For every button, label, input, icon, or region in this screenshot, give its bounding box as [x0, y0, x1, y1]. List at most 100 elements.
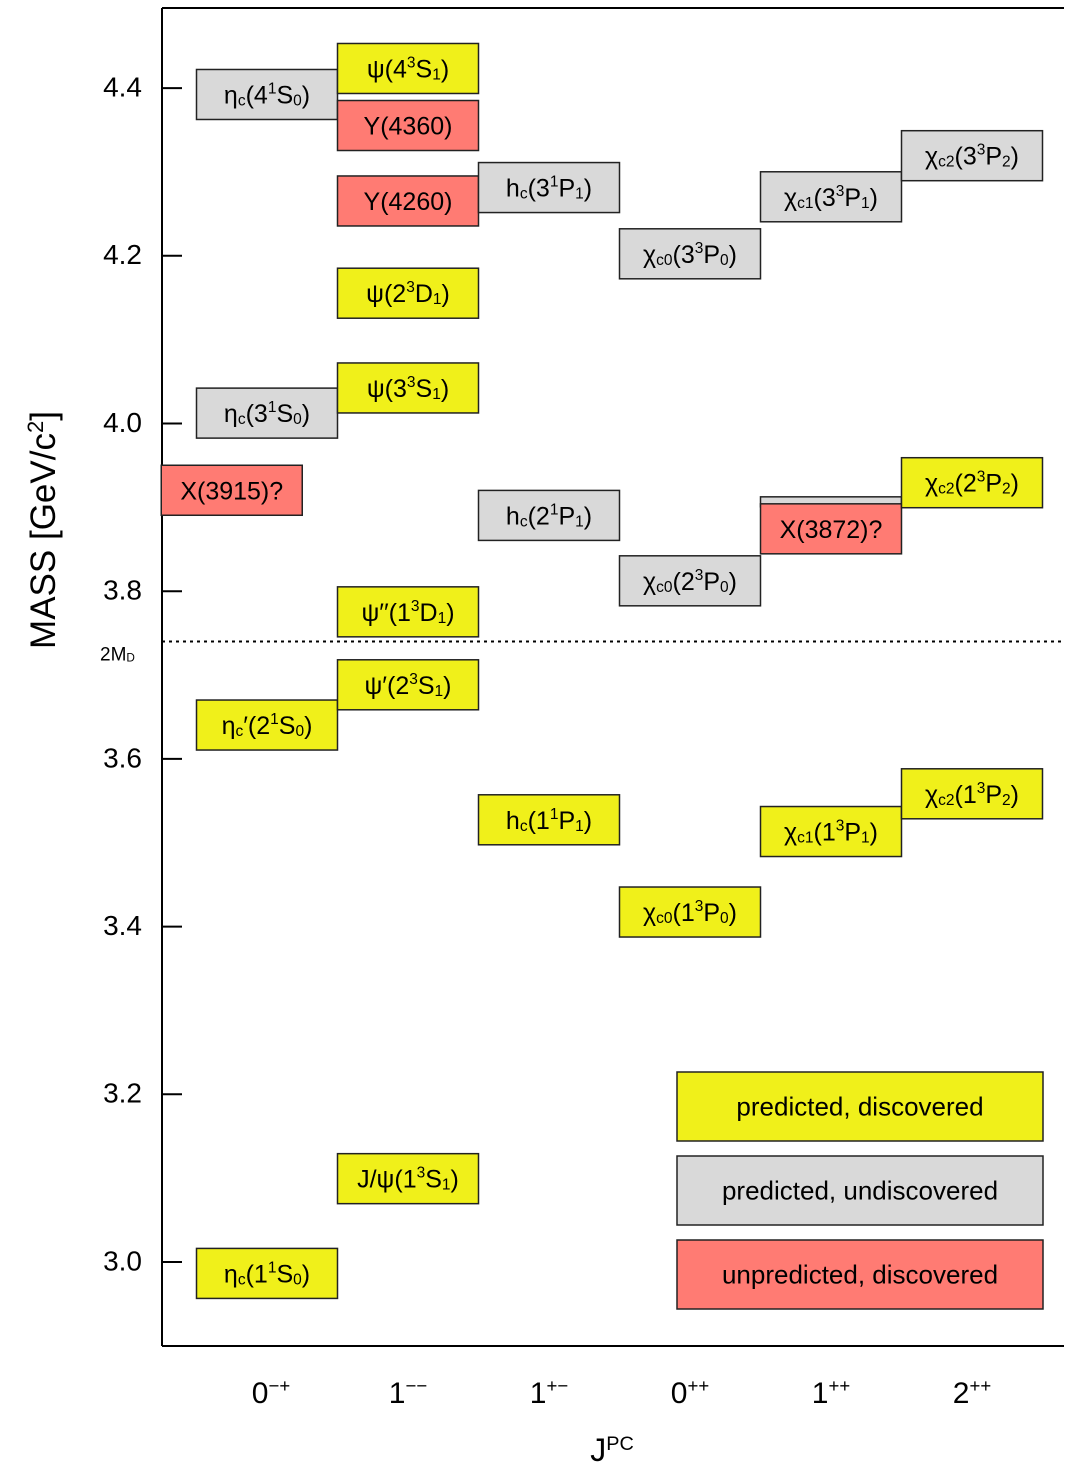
- state-box: [900, 456, 1044, 509]
- state-hc-3P: hc(31P1): [477, 161, 621, 214]
- state-chic2-2P: χc2(23P2): [900, 456, 1044, 509]
- state-label: hc(11P1): [506, 806, 592, 834]
- state-label: Y(4260): [364, 188, 453, 216]
- state-box: [195, 387, 339, 439]
- state-label: X(3915)?: [180, 477, 283, 505]
- state-box: [336, 586, 480, 638]
- state-etacp-2S: ηc′(21S0): [195, 699, 339, 751]
- state-label: χc0(13P0): [643, 898, 737, 926]
- state-label: hc(31P1): [506, 174, 592, 202]
- x-tick-label: 1++: [812, 1375, 850, 1410]
- x-tick-label: 2++: [953, 1375, 991, 1410]
- legend-label: unpredicted, discovered: [722, 1259, 998, 1289]
- state-label: χc0(23P0): [643, 567, 737, 595]
- state-hc-1P: hc(11P1): [477, 794, 621, 846]
- y-tick-label: 3.4: [103, 910, 142, 941]
- y-tick-label: 4.2: [103, 239, 142, 270]
- state-psipp-1D: ψ′′(13D1): [336, 586, 480, 638]
- state-box: [477, 489, 621, 542]
- state-box: [759, 805, 903, 858]
- legend: predicted, discovered predicted, undiscov…: [676, 1071, 1044, 1310]
- state-psi-3S: ψ(33S1): [336, 362, 480, 414]
- state-etac-4S: ηc(41S0): [195, 68, 339, 121]
- state-box: [195, 1247, 339, 1300]
- legend-label: predicted, discovered: [736, 1091, 983, 1121]
- state-label: ψ′(23S1): [364, 671, 451, 699]
- x-tick-label: 0−+: [252, 1375, 290, 1410]
- x-tick-label: 0++: [671, 1375, 709, 1410]
- state-label: X(3872)?: [780, 515, 883, 543]
- state-chic1-1P: χc1(13P1): [759, 805, 903, 858]
- state-box: [759, 171, 903, 223]
- axes: 3.0 3.2 3.4 3.6 3.8 4.0 4.2 4.4 MASS [GeV/c2] 0−+…: [23, 71, 991, 1468]
- state-Y4360: Y(4360): [336, 99, 480, 152]
- state-box: [336, 267, 480, 319]
- state-box: [336, 362, 480, 414]
- state-label: Y(4360): [364, 112, 453, 140]
- y-tick-label: 4.0: [103, 407, 142, 438]
- y-tick-label: 3.6: [103, 742, 142, 773]
- state-label: χc2(23P2): [925, 469, 1019, 497]
- y-tick-label: 4.4: [103, 71, 142, 102]
- legend-swatch: [676, 1071, 1044, 1142]
- state-chic2-3P: χc2(33P2): [900, 129, 1044, 182]
- state-label: ηc′(21S0): [222, 711, 313, 739]
- state-box: [900, 768, 1044, 820]
- state-etac-1S: ηc(11S0): [195, 1247, 339, 1300]
- state-box: [618, 886, 762, 938]
- state-box: [195, 68, 339, 121]
- legend-item-predicted-discovered: predicted, discovered: [676, 1071, 1044, 1142]
- threshold-label: 2MD: [100, 645, 135, 666]
- x-tick-label: 1−−: [389, 1375, 427, 1410]
- state-chic0-1P: χc0(13P0): [618, 886, 762, 938]
- legend-swatch: [676, 1239, 1044, 1310]
- state-box: [900, 129, 1044, 182]
- state-label: ηc(31S0): [224, 399, 310, 427]
- state-X3915: X(3915)?: [160, 464, 303, 517]
- y-tick-label: 3.2: [103, 1078, 142, 1109]
- state-box: [759, 503, 903, 555]
- threshold-layer: 2MD: [100, 640, 1064, 666]
- state-jpsi-1S: J/ψ(13S1): [336, 1152, 480, 1205]
- state-label: ψ(23D1): [366, 280, 450, 308]
- legend-label: predicted, undiscovered: [722, 1175, 998, 1205]
- y-tick-label: 3.8: [103, 575, 142, 606]
- state-Y4260: Y(4260): [336, 175, 480, 227]
- state-chic1-3P: χc1(33P1): [759, 171, 903, 223]
- state-X3872: X(3872)?: [759, 503, 903, 555]
- x-axis-label: JPC: [590, 1432, 634, 1468]
- y-tick-label: 3.0: [103, 1245, 142, 1276]
- y-axis-label: MASS [GeV/c2]: [23, 411, 63, 649]
- state-psi-2D: ψ(23D1): [336, 267, 480, 319]
- state-label: ψ(33S1): [367, 374, 449, 402]
- state-label: ηc(41S0): [224, 81, 310, 109]
- state-box: [618, 555, 762, 607]
- states-layer: ηc(11S0) ηc′(21S0) ηc(31S0) ηc(41S0) X(3915)…: [160, 42, 1044, 1300]
- state-label: χc1(13P1): [784, 818, 878, 846]
- state-label: χc2(13P2): [925, 780, 1019, 808]
- state-etac-3S: ηc(31S0): [195, 387, 339, 439]
- state-label: χc2(33P2): [925, 142, 1019, 170]
- state-label: ηc(11S0): [224, 1260, 310, 1288]
- state-box: [477, 794, 621, 846]
- state-psi-4S: ψ(43S1): [336, 42, 480, 95]
- state-box: [336, 659, 480, 711]
- state-box: [336, 99, 480, 152]
- state-box: [160, 464, 303, 517]
- state-label: χc0(33P0): [643, 240, 737, 268]
- state-box: [195, 699, 339, 751]
- state-label: J/ψ(13S1): [357, 1165, 459, 1193]
- state-box: [336, 1152, 480, 1205]
- legend-swatch: [676, 1155, 1044, 1226]
- state-box: [618, 228, 762, 280]
- state-hc-2P: hc(21P1): [477, 489, 621, 542]
- state-chic0-2P: χc0(23P0): [618, 555, 762, 607]
- state-chic0-3P: χc0(33P0): [618, 228, 762, 280]
- state-chic2-1P: χc2(13P2): [900, 768, 1044, 820]
- state-box: [336, 42, 480, 95]
- legend-item-predicted-undiscovered: predicted, undiscovered: [676, 1155, 1044, 1226]
- legend-item-unpredicted-discovered: unpredicted, discovered: [676, 1239, 1044, 1310]
- state-psip-2S: ψ′(23S1): [336, 659, 480, 711]
- plot-frame: [161, 7, 1064, 1347]
